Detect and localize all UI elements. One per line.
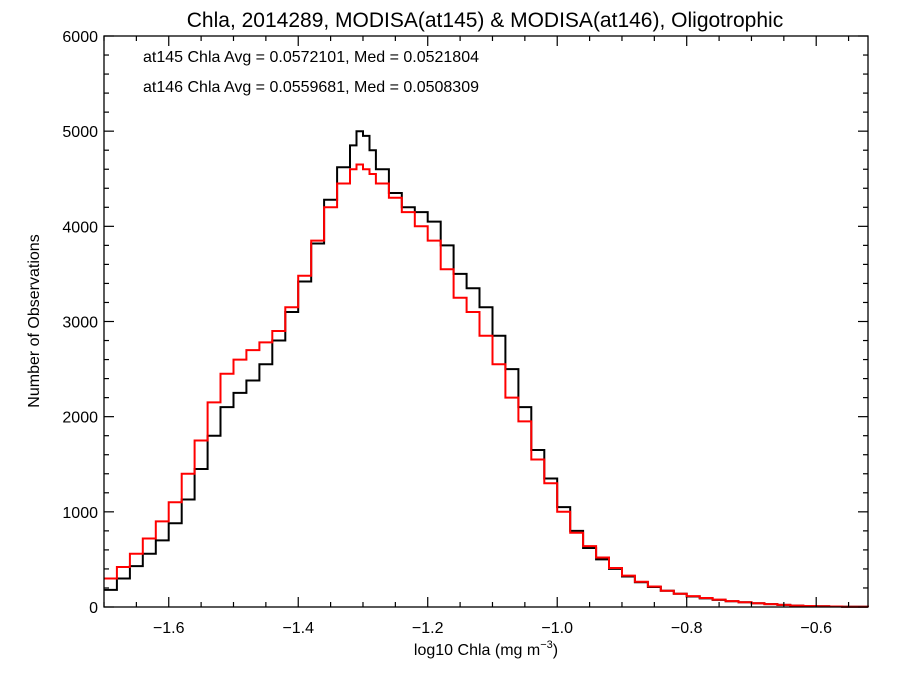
y-tick-label: 3000	[62, 315, 98, 332]
x-axis-label-main: log10 Chla (mg m	[414, 642, 540, 659]
y-tick-label: 2000	[62, 410, 98, 427]
y-tick-label: 5000	[62, 124, 98, 141]
x-tick-label: −1.6	[153, 620, 185, 637]
x-axis-label: log10 Chla (mg m−3)	[414, 639, 558, 659]
y-axis-label: Number of Observations	[26, 234, 43, 407]
y-tick-label: 0	[89, 600, 98, 617]
x-tick-label: −1.0	[541, 620, 573, 637]
x-tick-label: −0.6	[800, 620, 832, 637]
plot-frame	[103, 35, 869, 608]
x-tick-label: −1.2	[412, 620, 444, 637]
x-tick-label: −1.4	[282, 620, 314, 637]
series-line-at145	[104, 130, 869, 608]
chart-title: Chla, 2014289, MODISA(at145) & MODISA(at…	[187, 9, 783, 32]
y-tick-label: 1000	[62, 505, 98, 522]
y-tick-label: 4000	[62, 219, 98, 236]
x-axis-label-tail: )	[553, 642, 558, 659]
series-layer	[104, 130, 869, 608]
y-tick-label: 6000	[62, 29, 98, 46]
axis-ticks: −1.6 −1.4 −1.2 −1.0 −0.8 −0.6 0 1000 2000 3000 400…	[62, 29, 868, 637]
series-line-at146	[104, 163, 869, 608]
x-axis-label-exponent: −3	[540, 639, 553, 651]
x-tick-label: −0.8	[671, 620, 703, 637]
annotation-at146: at146 Chla Avg = 0.0559681, Med = 0.0508…	[143, 79, 479, 96]
annotation-at145: at145 Chla Avg = 0.0572101, Med = 0.0521…	[143, 49, 479, 66]
